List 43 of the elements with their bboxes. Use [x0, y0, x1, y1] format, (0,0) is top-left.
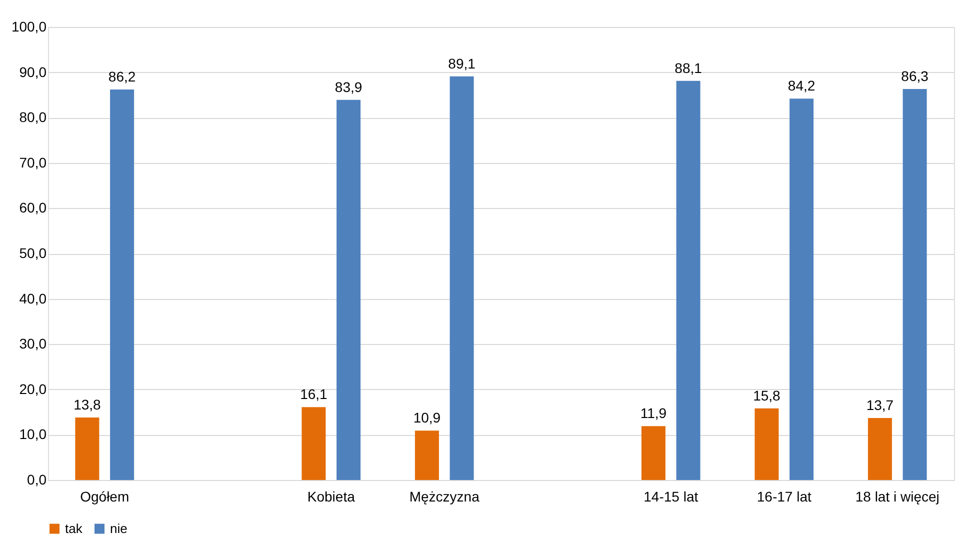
y-tick-label: 70,0 [19, 154, 47, 170]
bar [676, 80, 700, 480]
y-tick-label: 0,0 [27, 472, 47, 488]
x-tick-label: 16-17 lat [756, 488, 812, 504]
data-label: 89,1 [448, 55, 476, 72]
data-label: 83,9 [334, 78, 362, 95]
x-tick-label: Mężczyzna [409, 488, 480, 504]
data-label: 13,7 [866, 396, 894, 413]
y-tick-label: 80,0 [19, 109, 47, 126]
bar [790, 98, 814, 480]
y-tick-label: 30,0 [19, 336, 47, 352]
data-label: 86,2 [108, 68, 136, 85]
data-label: 13,8 [74, 396, 102, 412]
data-label: 88,1 [674, 60, 702, 76]
y-tick-label: 20,0 [19, 380, 47, 397]
data-label: 16,1 [300, 386, 328, 402]
data-label: 11,9 [640, 405, 667, 422]
data-label: 84,2 [788, 78, 816, 94]
y-tick-label: 60,0 [19, 200, 47, 216]
bar [302, 407, 326, 480]
bar [336, 100, 361, 480]
bar [75, 417, 100, 480]
bar [641, 426, 666, 480]
x-tick-label: Ogółem [80, 488, 130, 504]
x-tick-label: 18 lat i więcej [855, 488, 940, 504]
y-tick-label: 40,0 [19, 290, 47, 306]
legend-label: tak [65, 520, 83, 536]
bar [414, 430, 439, 480]
data-label: 10,9 [413, 410, 441, 426]
y-tick-label: 100,0 [11, 18, 47, 34]
bar [450, 76, 474, 480]
bar [110, 90, 134, 480]
bar [754, 408, 779, 480]
x-tick-label: Kobieta [307, 488, 356, 504]
y-tick-label: 50,0 [19, 245, 47, 261]
data-label: 15,8 [753, 387, 781, 404]
legend-label: nie [110, 520, 128, 536]
data-label: 86,3 [901, 68, 929, 84]
x-tick-label: 14-15 lat [644, 488, 698, 504]
y-tick-label: 10,0 [19, 426, 47, 442]
y-tick-label: 90,0 [19, 64, 47, 80]
bar [868, 418, 892, 480]
bar [902, 89, 927, 480]
